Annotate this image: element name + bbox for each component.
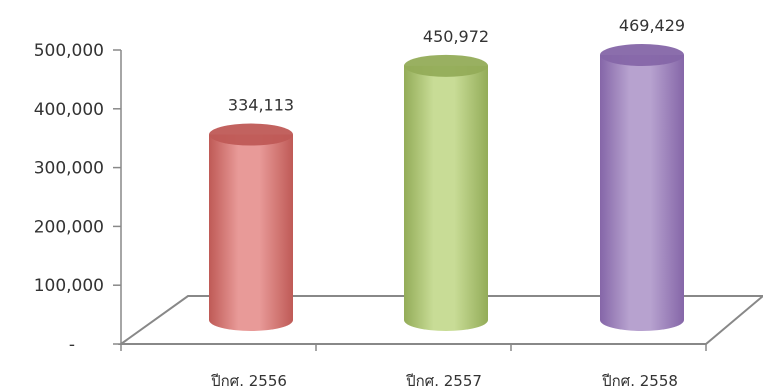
chart-floor [117,295,763,345]
floor-plane [117,295,763,345]
x-tick-label: ปีกศ. 2556 [210,372,287,390]
y-tick-label: 500,000 [34,41,104,61]
y-tick-label: - [69,335,75,355]
data-label: 469,429 [619,16,685,35]
x-tick-label: ปีกศ. 2558 [601,372,678,390]
y-tick-label: 200,000 [34,217,104,237]
y-tick-label: 300,000 [34,159,104,179]
bar-2 [404,54,488,331]
bar-top [209,123,293,146]
bar-top [600,43,684,66]
bar-body [600,54,684,332]
bar-body [404,65,488,331]
bars [209,43,684,332]
bar-body [209,134,293,331]
axes: - 100,000 200,000 300,000 400,000 500,000 [34,41,707,355]
data-label: 450,972 [423,27,489,46]
y-tick-label: 100,000 [34,276,104,296]
bar-top [404,54,488,77]
x-tick-label: ปีกศ. 2557 [405,372,482,390]
labels: ปีกศ. 2556 ปีกศ. 2557 ปีกศ. 2558 334,113 450… [210,16,685,390]
y-tick-label: 400,000 [34,100,104,120]
bar-1 [209,123,293,331]
bar-3 [600,43,684,332]
data-label: 334,113 [228,96,294,115]
